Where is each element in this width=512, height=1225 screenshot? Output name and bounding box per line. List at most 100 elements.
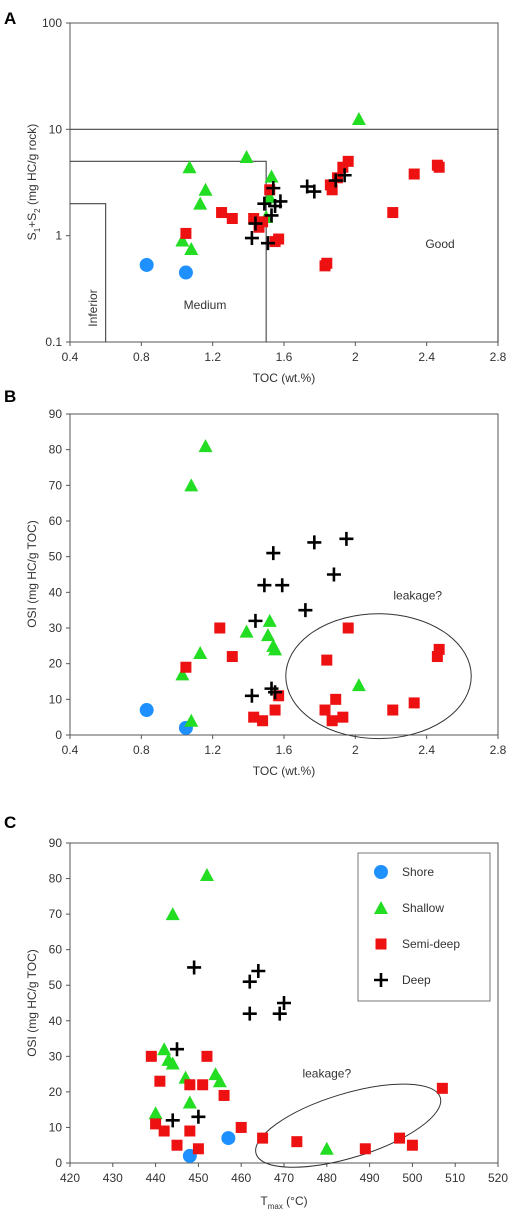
x-tick-label: 0.8 bbox=[133, 350, 150, 364]
point-semi-deep bbox=[431, 651, 443, 663]
x-axis-ticks-a: 0.4 0.8 1.2 1.6 2 2.4 2.8 bbox=[62, 342, 507, 364]
point-semi-deep bbox=[326, 715, 338, 727]
point-semi-deep bbox=[264, 184, 276, 196]
x-tick-label: 2 bbox=[352, 743, 359, 757]
legend-label-deep: Deep bbox=[402, 973, 431, 987]
point-deep bbox=[326, 567, 341, 582]
x-tick-label: 440 bbox=[146, 1171, 166, 1185]
y-axis-ticks-a: 0.1 1 10 100 bbox=[42, 16, 70, 349]
region-boundary-good bbox=[70, 128, 499, 342]
y-axis-ticks-c: 0 10 20 30 40 50 60 70 80 90 bbox=[49, 836, 70, 1170]
x-tick-label: 460 bbox=[231, 1171, 251, 1185]
point-shallow bbox=[262, 613, 277, 627]
y-tick-label: 80 bbox=[49, 872, 63, 886]
chart-panel-a: A Inferior Medium Good 0.4 0.8 1.2 1.6 2 2.4 2… bbox=[4, 9, 507, 385]
y-tick-label: 60 bbox=[49, 943, 63, 957]
point-semi-deep bbox=[408, 168, 420, 180]
quality-region-lines bbox=[70, 128, 499, 342]
y-tick-label: 10 bbox=[49, 692, 63, 706]
point-semi-deep bbox=[406, 1139, 418, 1151]
y-tick-label: 30 bbox=[49, 621, 63, 635]
point-deep bbox=[257, 578, 272, 593]
y-tick-label: 70 bbox=[49, 478, 63, 492]
leakage-ellipse-c bbox=[255, 1083, 442, 1168]
point-semi-deep bbox=[184, 1079, 196, 1091]
point-semi-deep bbox=[337, 161, 349, 173]
x-tick-label: 1.6 bbox=[276, 743, 293, 757]
point-deep bbox=[300, 179, 315, 194]
point-semi-deep bbox=[218, 1089, 230, 1101]
point-semi-deep bbox=[342, 155, 354, 167]
point-shallow bbox=[198, 182, 213, 196]
x-tick-label: 480 bbox=[317, 1171, 337, 1185]
point-deep bbox=[191, 1109, 206, 1124]
point-shallow bbox=[351, 678, 366, 692]
panel-label-a: A bbox=[4, 9, 16, 28]
point-semi-deep bbox=[321, 654, 333, 666]
y-tick-label: 10 bbox=[49, 1120, 63, 1134]
panel-label-c: C bbox=[4, 813, 16, 832]
x-tick-label: 2 bbox=[352, 350, 359, 364]
point-shallow bbox=[184, 713, 199, 727]
x-tick-label: 0.4 bbox=[62, 743, 79, 757]
point-semi-deep bbox=[342, 622, 354, 634]
point-shallow bbox=[193, 645, 208, 659]
leakage-ellipse-b bbox=[285, 613, 472, 740]
point-semi-deep bbox=[273, 690, 285, 702]
leakage-ellipse bbox=[285, 613, 472, 740]
point-shore bbox=[139, 257, 154, 272]
y-tick-label: 20 bbox=[49, 657, 63, 671]
point-semi-deep bbox=[154, 1075, 166, 1087]
point-shallow bbox=[148, 1106, 163, 1120]
y-tick-label: 40 bbox=[49, 1014, 63, 1028]
point-semi-deep bbox=[214, 622, 226, 634]
x-tick-label: 430 bbox=[103, 1171, 123, 1185]
point-semi-deep bbox=[433, 643, 445, 655]
y-axis-ticks-b: 0 10 20 30 40 50 60 70 80 90 bbox=[49, 407, 70, 742]
point-semi-deep bbox=[408, 697, 420, 709]
legend-label-semi-deep: Semi-deep bbox=[402, 937, 460, 951]
point-semi-deep bbox=[433, 161, 445, 173]
x-tick-label: 1.2 bbox=[204, 743, 221, 757]
x-tick-label: 0.4 bbox=[62, 350, 79, 364]
point-deep bbox=[244, 231, 259, 246]
point-deep bbox=[257, 196, 272, 211]
legend: Shore Shallow Semi-deep Deep bbox=[357, 852, 491, 1002]
y-tick-label: 40 bbox=[49, 585, 63, 599]
x-axis-label-b: TOC (wt.%) bbox=[253, 764, 315, 778]
point-deep bbox=[307, 535, 322, 550]
point-shore bbox=[221, 1131, 236, 1146]
point-semi-deep bbox=[257, 715, 269, 727]
x-tick-label: 2.4 bbox=[418, 350, 435, 364]
point-semi-deep bbox=[180, 661, 192, 673]
point-deep bbox=[260, 236, 275, 251]
point-semi-deep bbox=[235, 1121, 247, 1133]
point-shallow bbox=[260, 628, 275, 642]
point-deep bbox=[170, 1042, 184, 1057]
point-deep bbox=[187, 960, 202, 975]
leakage-ellipse bbox=[255, 1083, 442, 1168]
data-points-a bbox=[139, 112, 445, 280]
point-semi-deep bbox=[257, 1132, 269, 1144]
point-semi-deep bbox=[269, 704, 281, 716]
point-semi-deep bbox=[330, 693, 342, 705]
x-tick-label: 490 bbox=[360, 1171, 380, 1185]
y-tick-label: 90 bbox=[49, 836, 63, 850]
plot-area-a bbox=[69, 22, 499, 343]
y-axis-label-a: S1+S2 (mg HC/g rock) bbox=[25, 124, 42, 241]
point-semi-deep bbox=[201, 1050, 213, 1062]
point-semi-deep bbox=[180, 227, 192, 239]
point-semi-deep bbox=[226, 651, 238, 663]
x-tick-label: 2.4 bbox=[418, 743, 435, 757]
point-semi-deep bbox=[394, 1132, 406, 1144]
point-deep bbox=[266, 181, 281, 196]
point-shallow bbox=[157, 1042, 172, 1056]
leakage-label-c: leakage? bbox=[302, 1067, 351, 1081]
point-deep bbox=[337, 168, 352, 183]
point-deep bbox=[298, 603, 313, 618]
region-boundary-medium bbox=[70, 160, 267, 342]
point-shallow bbox=[165, 1056, 180, 1070]
region-boundary-inferior bbox=[70, 203, 107, 342]
x-axis-ticks-b: 0.4 0.8 1.2 1.6 2 2.4 2.8 bbox=[62, 735, 507, 757]
